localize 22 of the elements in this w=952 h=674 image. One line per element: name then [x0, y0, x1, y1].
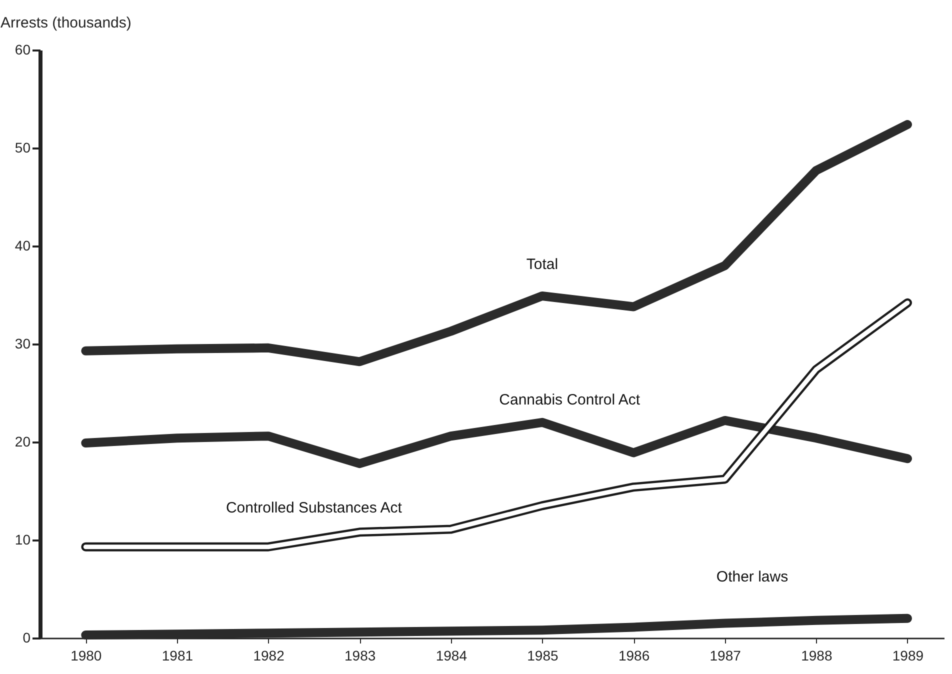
- x-tick-label: 1986: [618, 648, 650, 664]
- x-tick-label: 1984: [436, 648, 468, 664]
- y-tick-label: 0: [22, 630, 31, 646]
- x-tick-label: 1988: [801, 648, 832, 664]
- series-label: Total: [526, 256, 558, 273]
- x-tick-label: 1982: [253, 648, 285, 664]
- text: Other laws: [716, 568, 788, 586]
- x-tick-label: 1983: [344, 648, 376, 664]
- x-tick-label: 1981: [162, 648, 194, 664]
- x-tick-label: 1987: [710, 648, 742, 664]
- y-tick-label: 50: [14, 140, 31, 156]
- y-tick-label: 30: [14, 336, 31, 352]
- y-axis-title: Arrests (thousands): [0, 14, 132, 32]
- x-tick-label: 1985: [527, 648, 559, 664]
- series-label: Controlled Substances Act: [226, 500, 403, 517]
- y-tick-label: 10: [14, 532, 31, 548]
- series-label: Cannabis Control Act: [499, 392, 641, 409]
- x-tick-label: 1980: [70, 648, 102, 664]
- y-tick-label: 40: [14, 238, 31, 254]
- x-tick-label: 1989: [892, 648, 924, 664]
- y-tick-label: 20: [14, 434, 31, 450]
- y-tick-label: 60: [14, 42, 31, 58]
